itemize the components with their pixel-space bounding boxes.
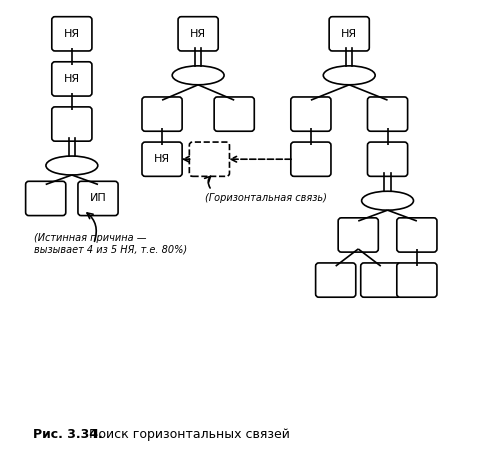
FancyBboxPatch shape	[329, 17, 370, 51]
Text: ИП: ИП	[90, 193, 106, 203]
Text: Рис. 3.34.: Рис. 3.34.	[32, 428, 102, 441]
Text: НЯ: НЯ	[154, 154, 170, 164]
Ellipse shape	[46, 156, 98, 175]
Text: НЯ: НЯ	[64, 29, 80, 39]
FancyBboxPatch shape	[316, 263, 356, 297]
FancyBboxPatch shape	[190, 142, 230, 176]
FancyBboxPatch shape	[142, 97, 182, 131]
Text: НЯ: НЯ	[64, 74, 80, 84]
FancyBboxPatch shape	[397, 218, 437, 252]
Ellipse shape	[324, 66, 375, 85]
Ellipse shape	[362, 191, 414, 210]
Text: НЯ: НЯ	[341, 29, 357, 39]
FancyBboxPatch shape	[78, 181, 118, 216]
Ellipse shape	[172, 66, 224, 85]
Text: Поиск горизонтальных связей: Поиск горизонтальных связей	[81, 428, 290, 441]
FancyBboxPatch shape	[291, 97, 331, 131]
FancyBboxPatch shape	[368, 142, 408, 176]
FancyBboxPatch shape	[142, 142, 182, 176]
FancyBboxPatch shape	[338, 218, 378, 252]
Text: (Истинная причина —
вызывает 4 из 5 НЯ, т.е. 80%): (Истинная причина — вызывает 4 из 5 НЯ, …	[34, 233, 186, 254]
Text: НЯ: НЯ	[190, 29, 206, 39]
FancyBboxPatch shape	[397, 263, 437, 297]
FancyBboxPatch shape	[52, 62, 92, 96]
FancyBboxPatch shape	[178, 17, 218, 51]
FancyBboxPatch shape	[291, 142, 331, 176]
Text: (Горизонтальная связь): (Горизонтальная связь)	[205, 193, 327, 203]
FancyBboxPatch shape	[214, 97, 254, 131]
FancyBboxPatch shape	[26, 181, 66, 216]
FancyBboxPatch shape	[52, 107, 92, 141]
FancyBboxPatch shape	[360, 263, 401, 297]
FancyBboxPatch shape	[368, 97, 408, 131]
FancyBboxPatch shape	[52, 17, 92, 51]
